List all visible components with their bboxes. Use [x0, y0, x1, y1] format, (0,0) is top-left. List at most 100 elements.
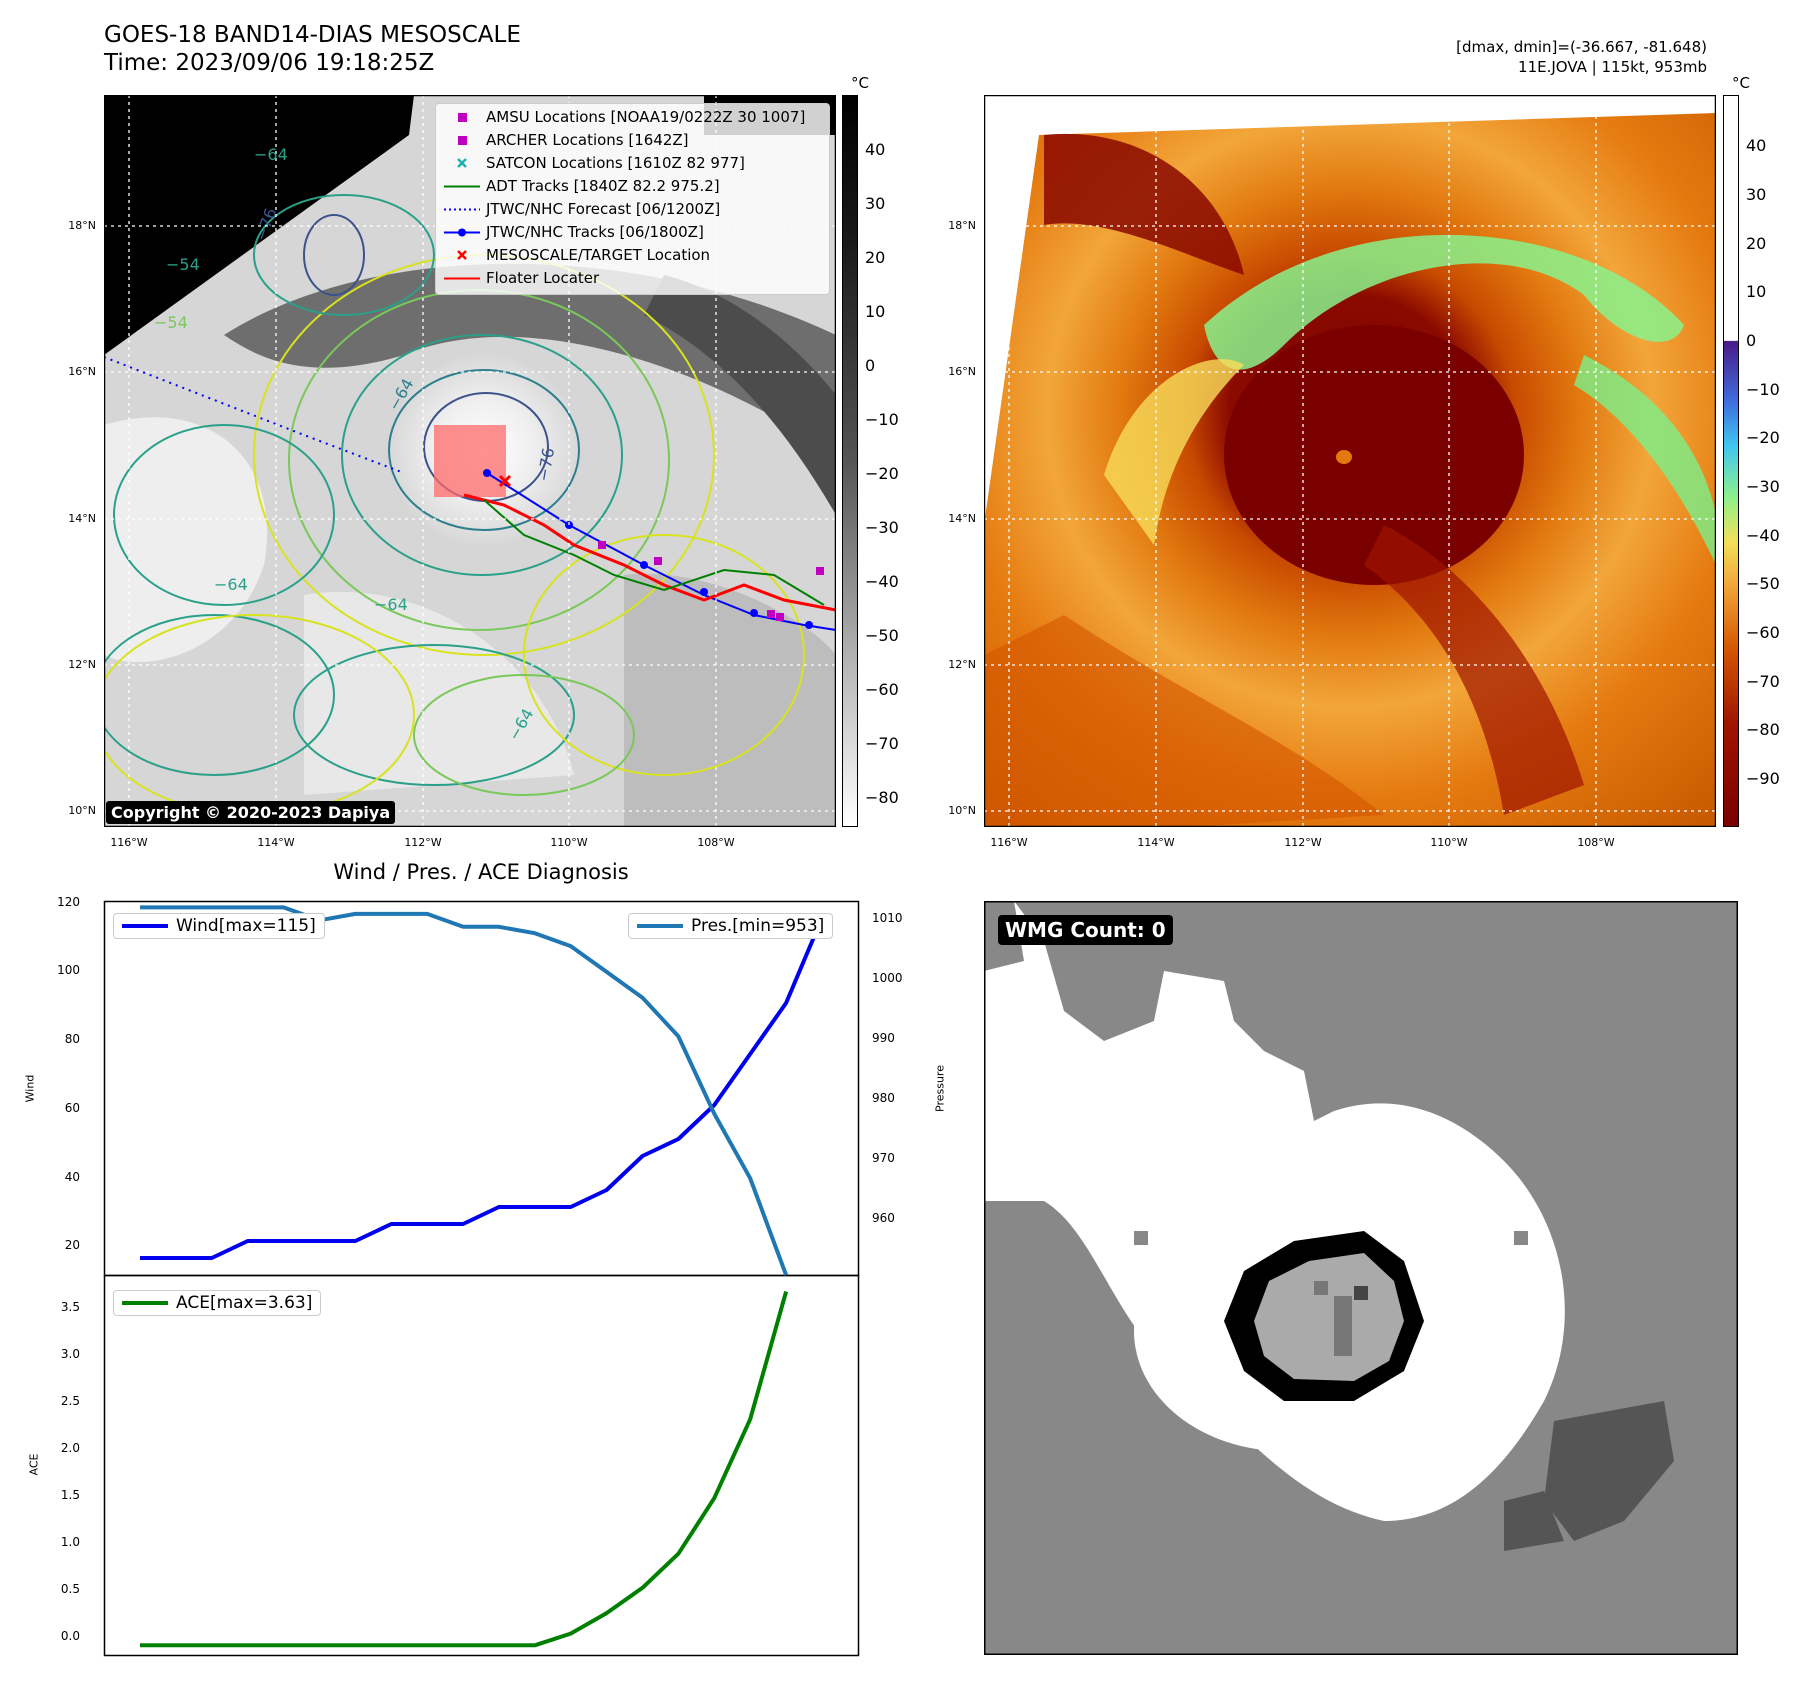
figure-time: Time: 2023/09/06 19:18:25Z	[104, 50, 435, 76]
colorbar-tick: −10	[1746, 380, 1780, 399]
colorbar-tick: −30	[865, 518, 899, 537]
wind-legend: Wind[max=115]	[113, 913, 325, 939]
colorbar-tick: −70	[865, 734, 899, 753]
pressure-tick: 1010	[872, 911, 903, 925]
lon-label: 108°W	[697, 836, 735, 849]
colorbar-tick: −40	[865, 572, 899, 591]
colorbar-tick: 0	[1746, 331, 1757, 350]
lat-label: 10°N	[948, 804, 976, 817]
colorbar-tick: −50	[1746, 574, 1780, 593]
lon-label: 116°W	[110, 836, 148, 849]
contour-label: −54	[154, 313, 188, 332]
lon-label: 114°W	[257, 836, 295, 849]
wmg-map: WMG Count: 0	[983, 900, 1739, 1656]
contour-label: −54	[166, 255, 200, 274]
ace-axes	[103, 1274, 860, 1657]
legend-entry-satcon: SATCON Locations [1610Z 82 977]	[436, 152, 829, 175]
pressure-tick: 960	[872, 1211, 895, 1225]
ace-axis-label: ACE	[27, 1453, 41, 1476]
colorbar-unit: °C	[1732, 74, 1750, 92]
figure-title: GOES-18 BAND14-DIAS MESOSCALE	[104, 22, 521, 48]
colorbar-tick: −40	[1746, 526, 1780, 545]
lat-label: 18°N	[68, 219, 96, 232]
ace-tick: 2.0	[60, 1441, 80, 1455]
legend-entry-tracks: JTWC/NHC Tracks [06/1800Z]	[436, 221, 829, 244]
colorbar-tick: 10	[1746, 282, 1767, 301]
colorbar-tick: −70	[1746, 672, 1780, 691]
pressure-series-line	[140, 905, 788, 1276]
colorbar-tick: −80	[1746, 720, 1780, 739]
wind-tick: 120	[57, 895, 80, 909]
ace-tick: 1.5	[60, 1488, 80, 1502]
ace-series-line	[140, 1291, 789, 1648]
colorbar-tick: −20	[1746, 428, 1780, 447]
legend-entry-adt: ADT Tracks [1840Z 82.2 975.2]	[444, 177, 720, 195]
colorbar-tick: 40	[1746, 136, 1767, 155]
legend-entry-archer: ARCHER Locations [1642Z]	[436, 129, 829, 152]
ir-contour-map: −54 −76 −64 −54 −64 −76 −64 −64 −64 AMSU…	[93, 94, 837, 828]
lon-label: 112°W	[1284, 836, 1322, 849]
wind-pressure-axes	[103, 900, 860, 1277]
wind-tick: 60	[64, 1101, 80, 1115]
lon-label: 110°W	[550, 836, 588, 849]
colorbar-tick: −30	[1746, 477, 1780, 496]
ace-tick: 0.0	[60, 1629, 80, 1643]
colorbar-tick: −60	[865, 680, 899, 699]
dmax-dmin-readout: [dmax, dmin]=(-36.667, -81.648)	[1456, 38, 1707, 56]
colorbar-tick: 20	[865, 248, 886, 267]
colorbar-tick: −50	[865, 626, 899, 645]
wind-tick: 20	[64, 1238, 80, 1252]
colorbar-tick: −90	[1746, 769, 1780, 788]
pressure-tick: 980	[872, 1091, 895, 1105]
grayscale-colorbar	[842, 95, 858, 827]
colorbar-unit: °C	[851, 74, 869, 92]
wind-axis-label: Wind	[23, 1074, 37, 1103]
ace-tick: 3.5	[60, 1300, 80, 1314]
wind-tick: 100	[57, 963, 80, 977]
ace-tick: 2.5	[60, 1394, 80, 1408]
ace-tick: 1.0	[60, 1535, 80, 1549]
colorbar-tick: 20	[1746, 234, 1767, 253]
ace-tick: 3.0	[60, 1347, 80, 1361]
colorbar-tick: 30	[1746, 185, 1767, 204]
lat-label: 16°N	[948, 365, 976, 378]
colorbar-tick: 0	[865, 356, 876, 375]
pressure-axis-label: Pressure	[933, 1065, 947, 1112]
lon-label: 108°W	[1577, 836, 1615, 849]
legend-entry-target: MESOSCALE/TARGET Location	[436, 244, 829, 267]
diagnosis-title: Wind / Pres. / ACE Diagnosis	[333, 860, 629, 884]
copyright-label: Copyright © 2020-2023 Dapiya	[106, 801, 396, 824]
lon-label: 112°W	[404, 836, 442, 849]
lat-label: 18°N	[948, 219, 976, 232]
pressure-tick: 990	[872, 1031, 895, 1045]
contour-label: −64	[214, 575, 248, 594]
colorbar-tick: −10	[865, 410, 899, 429]
legend-entry-floater: Floater Locater	[444, 269, 600, 287]
contour-label: −64	[254, 145, 288, 164]
ace-tick: 0.5	[60, 1582, 80, 1596]
legend-entry-amsu: AMSU Locations [NOAA19/0222Z 30 1007]	[436, 106, 829, 129]
wmg-count-badge: WMG Count: 0	[998, 915, 1173, 945]
colorbar-tick: 30	[865, 194, 886, 213]
wind-series-line	[140, 917, 824, 1260]
lon-label: 110°W	[1430, 836, 1468, 849]
wind-tick: 40	[64, 1170, 80, 1184]
contour-label: −64	[374, 595, 408, 614]
wind-tick: 80	[64, 1032, 80, 1046]
enhanced-ir-map	[983, 94, 1717, 828]
lat-label: 14°N	[68, 512, 96, 525]
colorbar-tick: 10	[865, 302, 886, 321]
lat-label: 16°N	[68, 365, 96, 378]
pressure-tick: 970	[872, 1151, 895, 1165]
lat-label: 10°N	[68, 804, 96, 817]
pressure-tick: 1000	[872, 971, 903, 985]
lat-label: 12°N	[948, 658, 976, 671]
lon-label: 114°W	[1137, 836, 1175, 849]
storm-info: 11E.JOVA | 115kt, 953mb	[1518, 58, 1707, 76]
enhanced-colorbar	[1723, 95, 1739, 827]
ace-legend: ACE[max=3.63]	[113, 1290, 322, 1316]
lon-label: 116°W	[990, 836, 1028, 849]
legend-entry-forecast: JTWC/NHC Forecast [06/1200Z]	[444, 200, 721, 218]
colorbar-tick: 40	[865, 140, 886, 159]
